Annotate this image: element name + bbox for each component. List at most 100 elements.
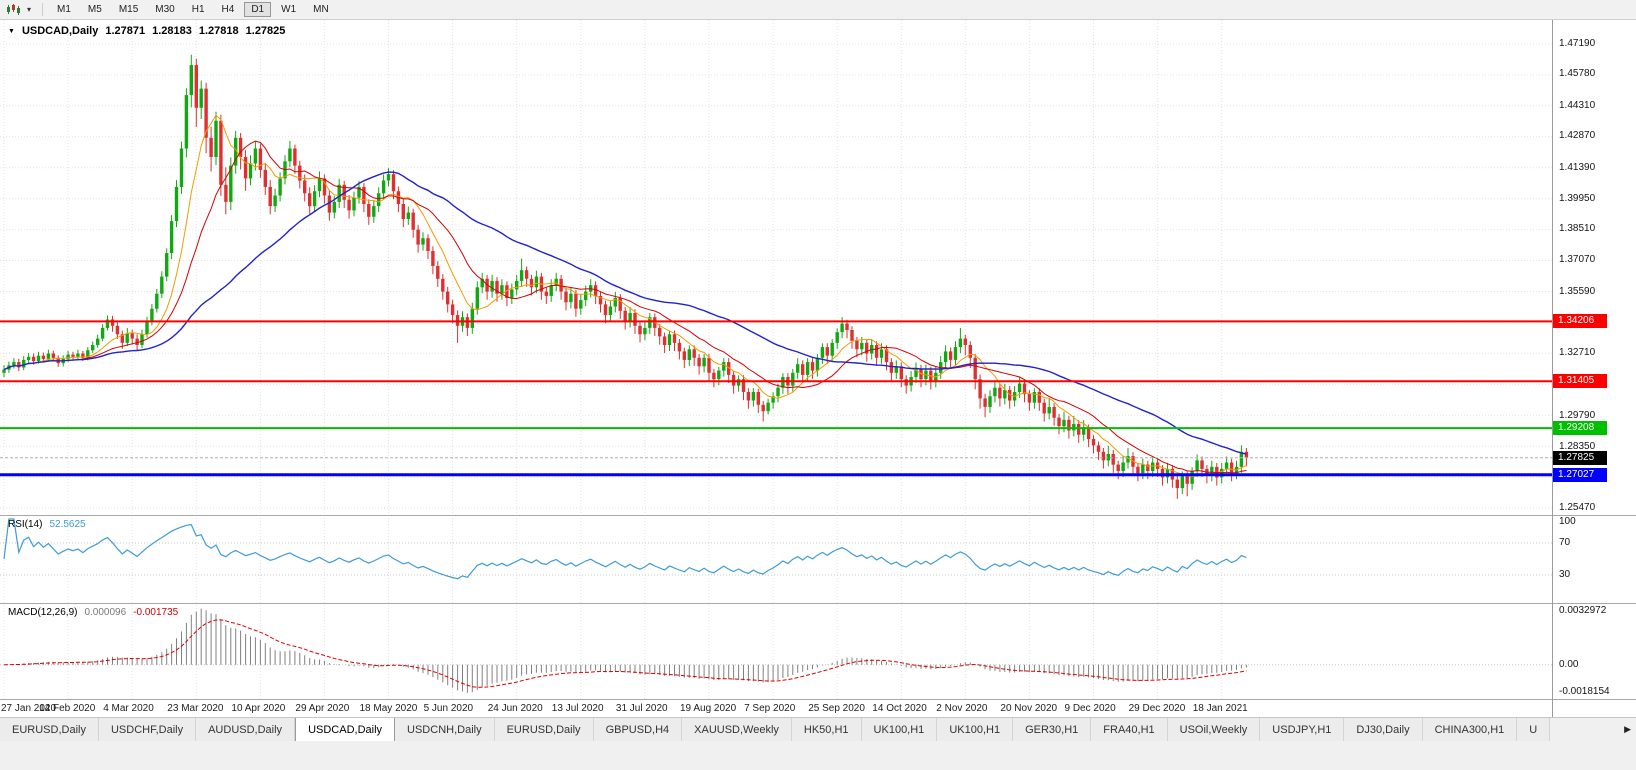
date-axis-label: 2 Nov 2020 <box>936 703 988 714</box>
price-axis-label-1.35590: 1.35590 <box>1559 285 1596 297</box>
date-axis-label: 14 Feb 2020 <box>39 703 96 714</box>
timeframe-button-h4[interactable]: H4 <box>221 4 235 15</box>
date-axis-label: 5 Jun 2020 <box>423 703 474 714</box>
date-axis-label: 18 May 2020 <box>359 703 418 714</box>
rsi-pane <box>0 518 1552 580</box>
resistance-line-upper-badge: 1.34206 <box>1553 314 1607 329</box>
chart-canvas <box>0 20 1552 699</box>
price-axis-label-1.47190: 1.47190 <box>1559 38 1596 49</box>
chart-type-dropdown-icon[interactable]: ▾ <box>27 5 32 14</box>
chart-area: ▼ USDCAD,Daily 1.27871 1.28183 1.27818 1… <box>0 20 1636 717</box>
rsi-pane-separator[interactable] <box>0 515 1636 516</box>
resistance-line-lower-badge: 1.31405 <box>1553 374 1607 389</box>
macd-pane-separator[interactable] <box>0 603 1636 604</box>
chart-tab-china300-h1[interactable]: CHINA300,H1 <box>1422 718 1518 741</box>
chart-tab-fra40-h1[interactable]: FRA40,H1 <box>1091 718 1168 741</box>
date-axis: 27 Jan 2020 14 Feb 2020 4 Mar 2020 23 Mar 2… <box>0 699 1552 717</box>
price-axis-label-1.39950: 1.39950 <box>1559 192 1596 204</box>
price-axis-label-1.32710: 1.32710 <box>1559 347 1596 359</box>
date-axis-label: 14 Oct 2020 <box>872 703 927 714</box>
rsi-value: 52.5625 <box>49 519 86 530</box>
timeframe-button-mn[interactable]: MN <box>313 4 329 15</box>
chart-tab-eurusd-daily[interactable]: EURUSD,Daily <box>0 718 99 741</box>
chart-tab-usdjpy-h1[interactable]: USDJPY,H1 <box>1260 718 1345 741</box>
timeframe-button-h1[interactable]: H1 <box>191 4 205 15</box>
timeframe-button-m5[interactable]: M5 <box>87 4 102 15</box>
chart-tab-u[interactable]: U <box>1517 718 1551 741</box>
rsi-axis-label-30: 30 <box>1559 569 1571 580</box>
chart-tab-usdchf-daily[interactable]: USDCHF,Daily <box>98 718 197 741</box>
chart-tab-gbpusd-h4[interactable]: GBPUSD,H4 <box>593 718 683 741</box>
moving-average-lines <box>3 114 1247 478</box>
date-axis-label: 10 Apr 2020 <box>231 703 286 714</box>
price-axis-label-1.45780: 1.45780 <box>1559 68 1596 80</box>
macd-name: MACD(12,26,9) <box>8 607 78 618</box>
chart-tabs-bar: EURUSD,Daily USDCHF,Daily AUDUSD,Daily USDC… <box>0 717 1636 770</box>
date-axis-label: 9 Dec 2020 <box>1064 703 1116 714</box>
tab-scroll-right-icon[interactable]: ▶ <box>1624 724 1631 734</box>
macd-pane <box>0 608 1552 693</box>
date-axis-label: 19 Aug 2020 <box>680 703 737 714</box>
chart-tab-usdcad-daily[interactable]: USDCAD,Daily <box>295 718 396 741</box>
price-axis-label-1.25470: 1.25470 <box>1559 502 1596 513</box>
chart-tab-xauusd-weekly[interactable]: XAUUSD,Weekly <box>682 718 792 741</box>
current-price-badge: 1.27825 <box>1553 450 1607 465</box>
date-axis-label: 13 Jul 2020 <box>551 703 604 714</box>
chart-title-close: 1.27825 <box>245 25 286 37</box>
chart-tab-uk100-h1[interactable]: UK100,H1 <box>937 718 1014 741</box>
price-axis-label-1.41390: 1.41390 <box>1559 161 1596 173</box>
rsi-line <box>3 518 1247 580</box>
timeframe-button-m30[interactable]: M30 <box>155 4 175 15</box>
price-axis-label-1.29790: 1.29790 <box>1559 409 1596 421</box>
date-axis-label: 29 Apr 2020 <box>295 703 350 714</box>
date-axis-label: 29 Dec 2020 <box>1128 703 1186 714</box>
date-axis-separator <box>0 699 1636 700</box>
slow-ma <box>3 171 1247 455</box>
fast-ma <box>3 114 1247 478</box>
timeframe-button-m1[interactable]: M1 <box>57 4 71 15</box>
date-axis-label: 7 Sep 2020 <box>744 703 796 714</box>
macd-signal-value: -0.001735 <box>133 607 179 618</box>
chart-title-open: 1.27871 <box>105 25 146 37</box>
chart-tab-uk100-h1[interactable]: UK100,H1 <box>861 718 938 741</box>
date-axis-label: 4 Mar 2020 <box>103 703 154 714</box>
price-axis-label-1.42870: 1.42870 <box>1559 130 1596 142</box>
date-axis-label: 20 Nov 2020 <box>1000 703 1058 714</box>
chart-tab-ger30-h1[interactable]: GER30,H1 <box>1013 718 1092 741</box>
macd-signal-line <box>3 619 1247 688</box>
macd-main-value: 0.000096 <box>84 607 127 618</box>
rsi-name: RSI(14) <box>8 519 43 530</box>
chart-tab-audusd-daily[interactable]: AUDUSD,Daily <box>196 718 296 741</box>
macd-indicator-label: MACD(12,26,9) 0.000096 -0.001735 <box>8 607 178 618</box>
date-axis-label: 27 Jan 2020 <box>1 703 57 714</box>
candlesticks <box>2 54 1249 499</box>
rsi-axis-label-70: 70 <box>1559 537 1571 548</box>
grid-lines <box>0 20 1552 699</box>
price-axis: 1.47190 1.45780 1.44310 1.42870 1.41390 1.399… <box>1553 20 1636 717</box>
chart-title-high: 1.28183 <box>152 25 192 37</box>
price-axis-separator <box>1552 20 1553 717</box>
chart-title-symbol: USDCAD,Daily <box>21 25 99 37</box>
chart-tab-dj30-daily[interactable]: DJ30,Daily <box>1344 718 1423 741</box>
timeframe-buttons: M1 M5 M15 M30 H1 H4 D1 W1 MN <box>50 2 336 17</box>
chart-title: ▼ USDCAD,Daily 1.27871 1.28183 1.27818 1… <box>8 25 285 37</box>
macd-axis-zero-label: 0.00 <box>1559 658 1579 670</box>
macd-axis-top-label: 0.0032972 <box>1559 605 1607 616</box>
chart-tab-usoil-weekly[interactable]: USOil,Weekly <box>1167 718 1261 741</box>
horizontal-lines[interactable] <box>0 320 1552 477</box>
chart-context-arrow-icon[interactable]: ▼ <box>8 27 15 35</box>
toolbar-separator <box>42 3 44 16</box>
support-line-blue-badge: 1.27027 <box>1553 467 1607 482</box>
timeframe-button-w1[interactable]: W1 <box>281 4 297 15</box>
timeframe-button-d1[interactable]: D1 <box>244 2 272 17</box>
timeframe-button-m15[interactable]: M15 <box>118 4 139 15</box>
rsi-axis-label-100: 100 <box>1559 516 1576 527</box>
chart-type-icon[interactable] <box>6 3 21 16</box>
chart-tab-eurusd-daily[interactable]: EURUSD,Daily <box>494 718 594 741</box>
chart-tab-usdcnh-daily[interactable]: USDCNH,Daily <box>395 718 495 741</box>
price-axis-label-1.28350: 1.28350 <box>1559 440 1596 452</box>
chart-tab-hk50-h1[interactable]: HK50,H1 <box>791 718 862 741</box>
price-axis-label-1.37070: 1.37070 <box>1559 254 1596 266</box>
macd-axis-bottom-label: -0.0018154 <box>1559 686 1610 697</box>
chart-tabs: EURUSD,Daily USDCHF,Daily AUDUSD,Daily USDC… <box>0 718 1610 741</box>
